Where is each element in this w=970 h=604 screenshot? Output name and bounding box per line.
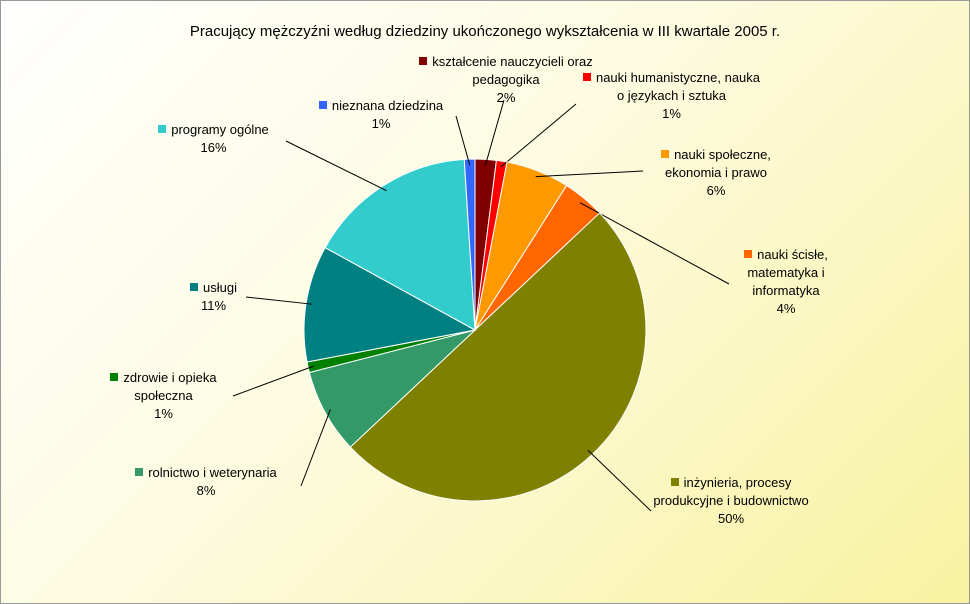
data-label: programy ogólne 16% (141, 121, 286, 157)
legend-swatch (158, 125, 167, 133)
value-label: 16% (200, 140, 227, 155)
legend-swatch (419, 57, 428, 65)
value-label: 1% (154, 406, 173, 421)
data-label: kształcenie nauczycieli oraz pedagogika 2… (406, 53, 606, 107)
leader-line (300, 409, 331, 487)
value-label: 6% (706, 183, 726, 198)
category-label: kształcenie nauczycieli oraz pedagogika (432, 54, 593, 87)
legend-swatch (582, 73, 591, 81)
leader-line (285, 140, 387, 192)
data-label: nauki ścisłe, matematyka i informatyka 4% (731, 246, 841, 318)
leader-line (579, 202, 730, 285)
data-label: rolnictwo i weterynaria 8% (111, 464, 301, 500)
legend-swatch (318, 101, 327, 109)
data-label: inżynieria, procesy produkcyjne i budown… (651, 474, 811, 528)
category-label: usługi (203, 280, 237, 295)
leader-line (500, 103, 577, 168)
legend-swatch (135, 468, 144, 476)
data-label: usługi 11% (181, 279, 246, 315)
category-label: rolnictwo i weterynaria (148, 465, 277, 480)
legend-swatch (190, 283, 199, 291)
value-label: 4% (776, 301, 796, 316)
legend-swatch (110, 373, 119, 381)
data-label: zdrowie i opieka społeczna 1% (86, 369, 241, 423)
value-label: 50% (717, 511, 745, 526)
category-label: zdrowie i opieka społeczna (123, 370, 217, 403)
data-label: nauki społeczne, ekonomia i prawo 6% (641, 146, 791, 200)
leader-line (587, 449, 652, 512)
leader-line (484, 99, 505, 166)
value-label: 1% (662, 106, 681, 121)
category-label: nauki humanistyczne, nauka o językach i … (595, 70, 761, 103)
legend-swatch (670, 478, 679, 486)
category-label: nieznana dziedzina (331, 98, 444, 113)
value-label: 11% (200, 298, 227, 313)
data-label: nauki humanistyczne, nauka o językach i … (579, 69, 764, 123)
value-label: 1% (371, 116, 391, 131)
leader-line (245, 296, 313, 305)
pie-slice (463, 158, 476, 331)
category-label: programy ogólne (171, 122, 269, 137)
leader-line (455, 115, 471, 166)
chart-title: Pracujący mężczyźni według dziedziny uko… (189, 23, 781, 40)
leader-line (232, 365, 315, 397)
pie-slice (324, 158, 476, 331)
legend-swatch (744, 250, 753, 258)
category-label: inżynieria, procesy produkcyjne i budown… (653, 475, 809, 508)
data-label: nieznana dziedzina 1% (301, 97, 461, 133)
value-label: 2% (496, 90, 516, 105)
category-label: nauki społeczne, ekonomia i prawo (665, 147, 771, 180)
legend-swatch (661, 150, 670, 158)
category-label: nauki ścisłe, matematyka i informatyka (747, 247, 828, 298)
value-label: 8% (196, 483, 216, 498)
leader-line (535, 170, 644, 178)
